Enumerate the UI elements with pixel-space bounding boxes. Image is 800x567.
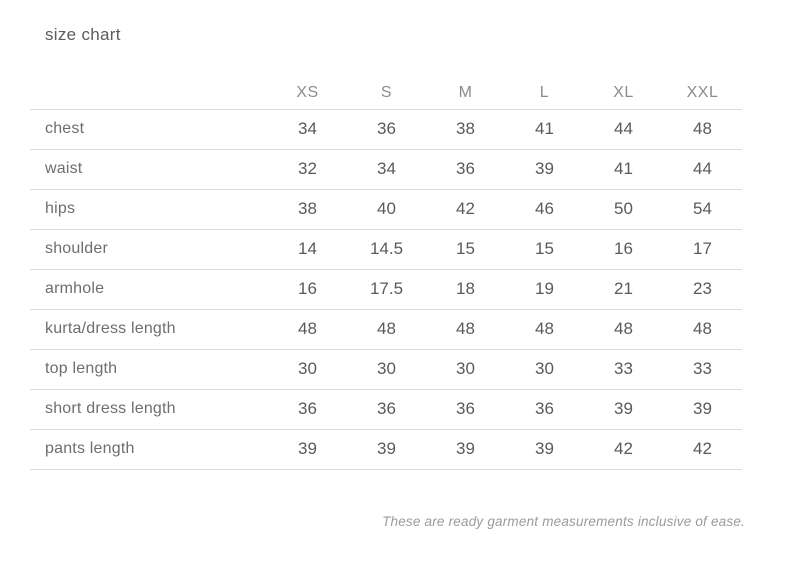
page-title: size chart — [45, 25, 121, 44]
row-label: hips — [30, 189, 268, 230]
table-row: kurta/dress length 48 48 48 48 48 48 — [30, 309, 742, 350]
size-value-cell: 33 — [663, 349, 742, 390]
size-value-cell: 39 — [505, 429, 584, 470]
column-header-blank — [30, 77, 268, 110]
table-header-row: XS S M L XL XXL — [30, 77, 742, 110]
table-row: armhole 16 17.5 18 19 21 23 — [30, 269, 742, 310]
row-label: armhole — [30, 269, 268, 310]
table-row: top length 30 30 30 30 33 33 — [30, 349, 742, 390]
row-label: waist — [30, 149, 268, 190]
size-value-cell: 42 — [584, 429, 663, 470]
size-value-cell: 21 — [584, 269, 663, 310]
size-value-cell: 33 — [584, 349, 663, 390]
column-header-l: L — [505, 77, 584, 110]
size-value-cell: 39 — [426, 429, 505, 470]
size-value-cell: 36 — [426, 389, 505, 430]
size-value-cell: 14 — [268, 229, 347, 270]
size-value-cell: 30 — [347, 349, 426, 390]
size-value-cell: 48 — [663, 309, 742, 350]
size-value-cell: 36 — [347, 109, 426, 150]
table-row: chest 34 36 38 41 44 48 — [30, 109, 742, 150]
size-value-cell: 39 — [505, 149, 584, 190]
size-value-cell: 39 — [268, 429, 347, 470]
size-value-cell: 39 — [663, 389, 742, 430]
size-value-cell: 23 — [663, 269, 742, 310]
size-value-cell: 41 — [584, 149, 663, 190]
size-value-cell: 48 — [584, 309, 663, 350]
size-value-cell: 42 — [426, 189, 505, 230]
table-row: short dress length 36 36 36 36 39 39 — [30, 389, 742, 430]
size-value-cell: 15 — [426, 229, 505, 270]
size-value-cell: 36 — [505, 389, 584, 430]
size-value-cell: 36 — [347, 389, 426, 430]
size-value-cell: 14.5 — [347, 229, 426, 270]
size-value-cell: 16 — [268, 269, 347, 310]
size-value-cell: 39 — [584, 389, 663, 430]
size-value-cell: 36 — [268, 389, 347, 430]
table-row: shoulder 14 14.5 15 15 16 17 — [30, 229, 742, 270]
size-value-cell: 16 — [584, 229, 663, 270]
column-header-xs: XS — [268, 77, 347, 110]
row-label: top length — [30, 349, 268, 390]
table-row: pants length 39 39 39 39 42 42 — [30, 429, 742, 470]
size-value-cell: 30 — [268, 349, 347, 390]
size-value-cell: 17 — [663, 229, 742, 270]
row-label: pants length — [30, 429, 268, 470]
size-value-cell: 38 — [426, 109, 505, 150]
size-value-cell: 34 — [347, 149, 426, 190]
table-row: hips 38 40 42 46 50 54 — [30, 189, 742, 230]
row-label: kurta/dress length — [30, 309, 268, 350]
size-value-cell: 38 — [268, 189, 347, 230]
size-value-cell: 50 — [584, 189, 663, 230]
row-label: short dress length — [30, 389, 268, 430]
column-header-xl: XL — [584, 77, 663, 110]
size-value-cell: 19 — [505, 269, 584, 310]
size-value-cell: 48 — [268, 309, 347, 350]
column-header-s: S — [347, 77, 426, 110]
size-value-cell: 34 — [268, 109, 347, 150]
size-value-cell: 40 — [347, 189, 426, 230]
size-value-cell: 30 — [505, 349, 584, 390]
size-value-cell: 30 — [426, 349, 505, 390]
column-header-m: M — [426, 77, 505, 110]
row-label: chest — [30, 109, 268, 150]
size-value-cell: 32 — [268, 149, 347, 190]
size-value-cell: 36 — [426, 149, 505, 190]
size-value-cell: 17.5 — [347, 269, 426, 310]
row-label: shoulder — [30, 229, 268, 270]
column-header-xxl: XXL — [663, 77, 742, 110]
size-value-cell: 42 — [663, 429, 742, 470]
size-value-cell: 48 — [426, 309, 505, 350]
size-value-cell: 48 — [347, 309, 426, 350]
table-row: waist 32 34 36 39 41 44 — [30, 149, 742, 190]
size-value-cell: 18 — [426, 269, 505, 310]
size-value-cell: 46 — [505, 189, 584, 230]
size-value-cell: 39 — [347, 429, 426, 470]
size-value-cell: 44 — [663, 149, 742, 190]
size-value-cell: 54 — [663, 189, 742, 230]
footnote: These are ready garment measurements inc… — [382, 514, 745, 529]
size-value-cell: 41 — [505, 109, 584, 150]
size-value-cell: 48 — [505, 309, 584, 350]
size-value-cell: 44 — [584, 109, 663, 150]
size-value-cell: 48 — [663, 109, 742, 150]
size-chart-table: XS S M L XL XXL chest 34 36 38 41 44 48 … — [30, 77, 742, 470]
size-value-cell: 15 — [505, 229, 584, 270]
